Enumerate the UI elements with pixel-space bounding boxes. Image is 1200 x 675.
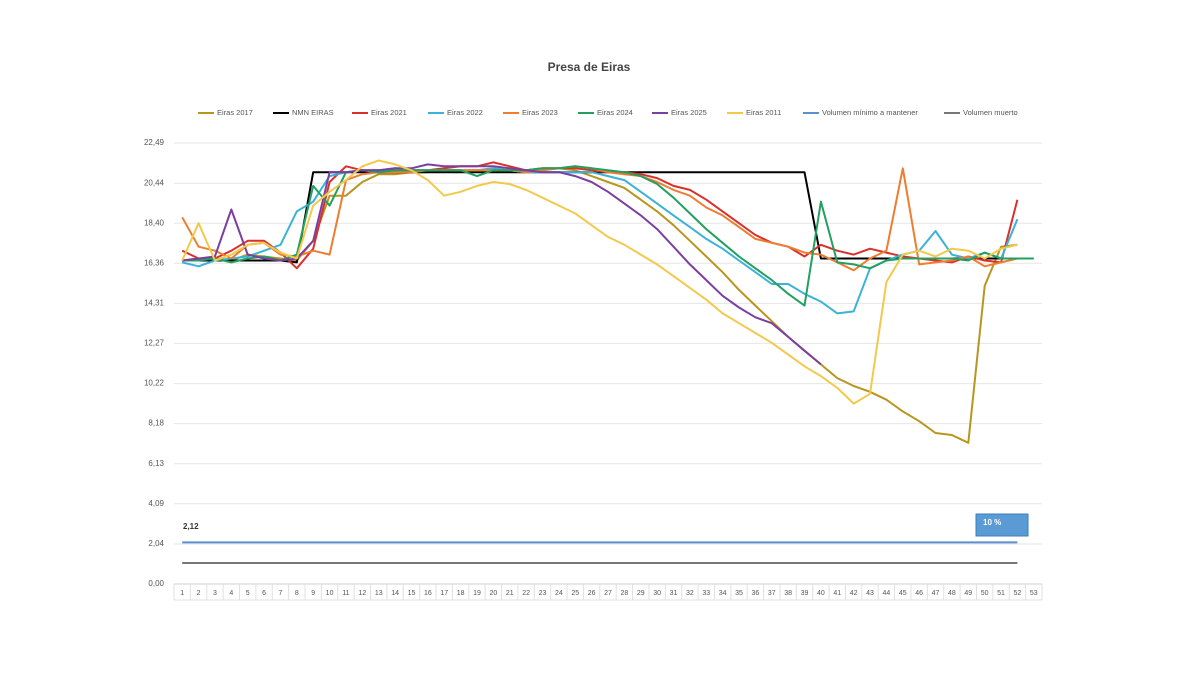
x-tick-label: 21 (506, 590, 514, 597)
x-tick-label: 11 (342, 590, 349, 597)
y-tick-label: 4,09 (148, 499, 164, 508)
x-tick-label: 33 (702, 590, 710, 597)
y-tick-label: 2,04 (148, 539, 164, 548)
x-tick-label: 51 (997, 590, 1005, 597)
x-tick-label: 4 (229, 590, 233, 597)
y-tick-label: 20,44 (144, 178, 165, 187)
x-tick-label: 39 (801, 590, 809, 597)
x-tick-label: 14 (391, 590, 399, 597)
y-tick-label: 10,22 (144, 379, 165, 388)
x-tick-label: 16 (424, 590, 432, 597)
x-tick-label: 5 (246, 590, 250, 597)
legend-label: Eiras 2025 (671, 108, 707, 117)
x-tick-label: 2 (197, 590, 201, 597)
legend-label: Eiras 2024 (597, 108, 633, 117)
x-tick-label: 50 (981, 590, 989, 597)
y-tick-label: 14,31 (144, 299, 165, 308)
x-tick-label: 49 (964, 590, 972, 597)
x-tick-label: 31 (670, 590, 678, 597)
x-tick-label: 44 (883, 590, 891, 597)
x-tick-label: 28 (620, 590, 628, 597)
x-tick-label: 19 (473, 590, 481, 597)
x-tick-label: 30 (653, 590, 661, 597)
chart-title: Presa de Eiras (548, 60, 631, 74)
legend-label: Volumen mínimo a mantener (822, 108, 918, 117)
x-tick-label: 45 (899, 590, 907, 597)
x-tick-label: 15 (408, 590, 416, 597)
x-tick-label: 18 (457, 590, 465, 597)
x-tick-label: 7 (278, 590, 282, 597)
legend-label: Eiras 2017 (217, 108, 253, 117)
x-tick-label: 24 (555, 590, 563, 597)
x-tick-label: 42 (850, 590, 858, 597)
x-tick-label: 37 (768, 590, 776, 597)
x-tick-label: 34 (719, 590, 727, 597)
y-tick-label: 12,27 (144, 339, 165, 348)
series-line (181, 159, 1018, 405)
x-tick-label: 35 (735, 590, 743, 597)
annotation: 10 % (983, 518, 1001, 527)
x-tick-label: 40 (817, 590, 825, 597)
y-tick-label: 18,40 (144, 218, 165, 227)
x-tick-label: 52 (1014, 590, 1022, 597)
x-tick-label: 53 (1030, 590, 1038, 597)
x-tick-label: 47 (932, 590, 940, 597)
legend-label: Eiras 2011 (746, 108, 781, 117)
y-tick-label: 6,13 (148, 459, 164, 468)
annotation: 2,12 (183, 522, 199, 531)
x-tick-label: 6 (262, 590, 266, 597)
x-tick-label: 36 (751, 590, 759, 597)
x-tick-label: 23 (539, 590, 547, 597)
x-tick-label: 38 (784, 590, 792, 597)
x-tick-label: 10 (326, 590, 334, 597)
y-tick-label: 22,49 (144, 138, 165, 147)
y-tick-label: 0,00 (148, 579, 164, 588)
y-tick-label: 8,18 (148, 419, 164, 428)
x-tick-label: 8 (295, 590, 299, 597)
x-tick-label: 25 (571, 590, 579, 597)
x-tick-label: 43 (866, 590, 874, 597)
x-tick-label: 17 (440, 590, 448, 597)
series-line (182, 163, 822, 366)
legend-label: Volumen muerto (963, 108, 1018, 117)
x-tick-label: 9 (311, 590, 315, 597)
x-tick-label: 27 (604, 590, 612, 597)
legend-label: Eiras 2022 (447, 108, 483, 117)
y-tick-label: 16,36 (144, 258, 165, 267)
x-tick-label: 26 (588, 590, 596, 597)
x-tick-label: 48 (948, 590, 956, 597)
x-tick-label: 12 (358, 590, 366, 597)
x-tick-label: 41 (833, 590, 841, 597)
x-tick-label: 46 (915, 590, 923, 597)
annotation-box (975, 513, 1029, 537)
legend-label: Eiras 2021 (371, 108, 407, 117)
legend-label: Eiras 2023 (522, 108, 558, 117)
legend-label: NMN EIRAS (292, 108, 334, 117)
x-tick-label: 3 (213, 590, 217, 597)
x-tick-label: 13 (375, 590, 383, 597)
x-tick-label: 20 (489, 590, 497, 597)
x-tick-label: 1 (180, 590, 184, 597)
x-tick-label: 29 (637, 590, 645, 597)
x-tick-label: 22 (522, 590, 530, 597)
x-tick-label: 32 (686, 590, 694, 597)
